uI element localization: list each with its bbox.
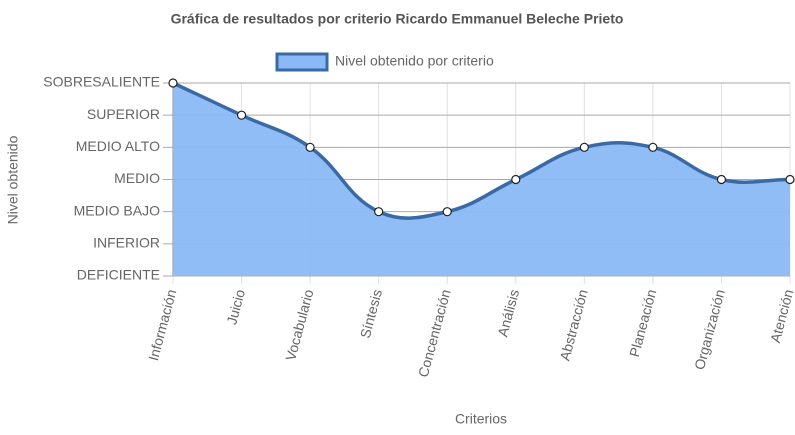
y-tick-label: MEDIO <box>114 170 160 186</box>
chart-title: Gráfica de resultados por criterio Ricar… <box>171 11 624 27</box>
point <box>236 110 247 120</box>
x-tick-label: Concentración <box>415 288 454 379</box>
x-axis-title: Criterios <box>455 411 507 427</box>
point <box>305 142 315 152</box>
point <box>511 174 521 185</box>
y-tick-label: SOBRESALIENTE <box>43 74 160 90</box>
x-tick-label: Síntesis <box>357 288 385 340</box>
y-tick-label: SUPERIOR <box>87 106 160 122</box>
x-tick-label: Planeación <box>626 288 659 359</box>
x-tick-label: Vocabulario <box>282 287 316 362</box>
x-tick-label: Análisis <box>494 288 522 339</box>
y-axis-title: Nivel obtenido <box>5 135 21 224</box>
point <box>168 78 178 88</box>
x-tick-label: Atención <box>767 288 795 345</box>
y-tick-label: MEDIO BAJO <box>74 202 160 218</box>
area <box>173 83 790 276</box>
point <box>648 142 658 152</box>
point <box>442 207 452 217</box>
x-tick-label: Organización <box>691 288 728 372</box>
point <box>579 142 589 152</box>
point <box>374 207 384 217</box>
point <box>785 174 795 185</box>
x-tick-label: Información <box>145 288 179 363</box>
line <box>172 81 791 220</box>
legend-swatch <box>275 52 329 72</box>
legend-label: Nivel obtenido por criterio <box>335 53 494 69</box>
point <box>716 174 727 185</box>
y-tick-label: INFERIOR <box>93 235 160 251</box>
y-tick-label: MEDIO ALTO <box>76 138 160 154</box>
x-tick-label: Abstracción <box>556 288 590 363</box>
x-tick-label: Juicio <box>223 287 248 326</box>
y-tick-label: DEFICIENTE <box>77 267 160 283</box>
